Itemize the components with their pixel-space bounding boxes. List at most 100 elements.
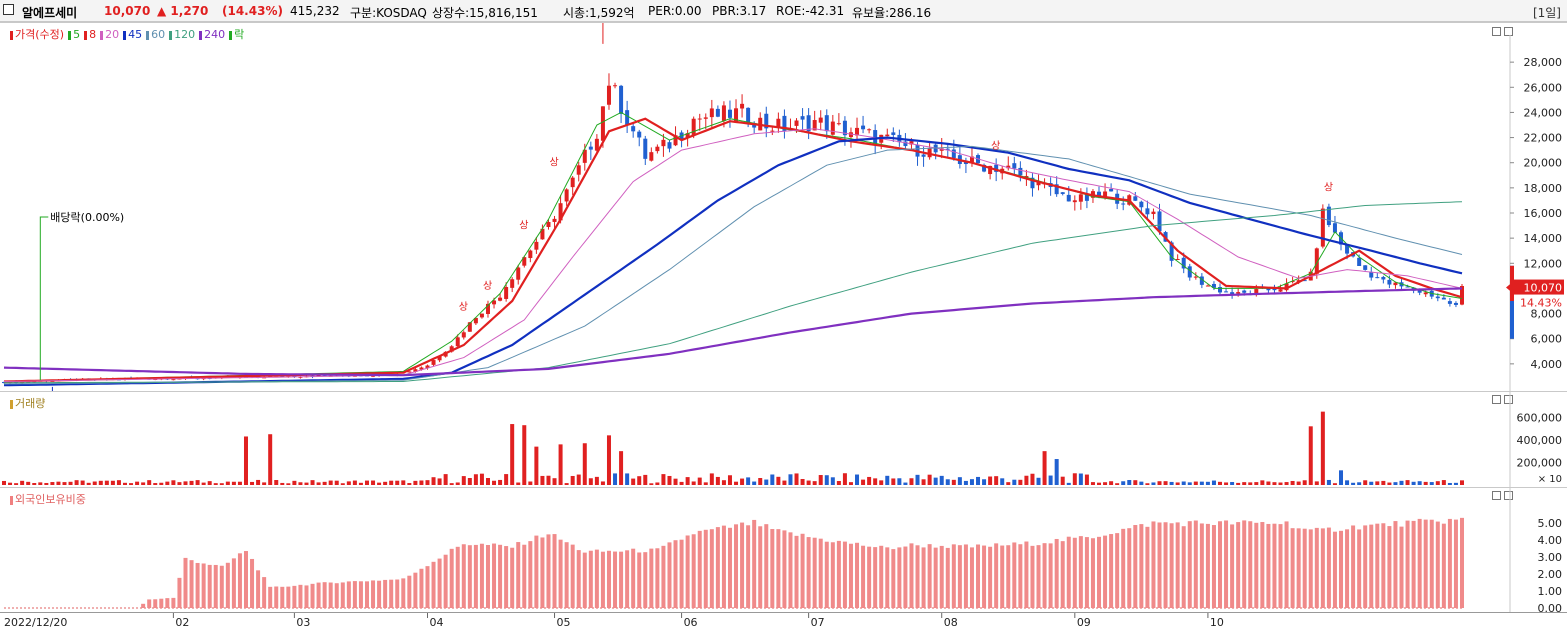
foreign-tick-label: 5.00 — [1538, 517, 1563, 530]
legend-item[interactable]: 120 — [174, 28, 196, 41]
foreign-ratio-bar — [1097, 536, 1102, 608]
y-tick-label: 8,000 — [1531, 308, 1563, 321]
select-checkbox[interactable] — [3, 4, 14, 15]
date-axis-labels: 2022/12/20 02 03 04 05 06 07 08 09 10 — [4, 613, 1224, 629]
candle-body — [449, 346, 454, 352]
volume-bar — [1339, 470, 1344, 485]
volume-minimize-icon[interactable] — [1492, 395, 1501, 404]
market-label: 구분:KOSDAQ — [350, 6, 427, 20]
foreign-ratio-bar — [588, 550, 593, 608]
candle-body — [824, 115, 829, 132]
volume-chart[interactable]: 600,000 400,000 200,000 × 10 — [0, 392, 1567, 488]
foreign-ratio-bar — [1024, 541, 1029, 608]
foreign-ratio-bar — [830, 542, 835, 608]
candle-body — [909, 141, 914, 145]
foreign-ratio-bar — [963, 544, 968, 608]
foreign-ratio-bar — [606, 550, 611, 608]
volume-bar — [1242, 482, 1247, 485]
foreign-title: 외국인보유비중 — [15, 493, 86, 506]
candle-body — [842, 120, 847, 136]
foreign-ratio-bar — [413, 572, 418, 608]
price-range-bar — [1510, 265, 1514, 301]
volume-close-icon[interactable] — [1504, 395, 1513, 404]
legend-item[interactable]: 60 — [151, 28, 166, 41]
volume-bar — [1248, 482, 1253, 485]
volume-bar — [842, 473, 847, 485]
period-selector[interactable]: [1일] — [1532, 6, 1561, 20]
foreign-ratio-bar — [927, 544, 932, 608]
start-date-label: 2022/12/20 — [4, 616, 67, 629]
price-chart[interactable]: 28,000 26,000 24,000 22,000 20,000 18,000 16,0… — [0, 23, 1567, 392]
volume-bar — [685, 477, 690, 485]
foreign-ratio-bar — [855, 542, 860, 608]
foreign-ratio-bar — [1260, 522, 1265, 608]
foreign-ratio-bar — [1048, 543, 1053, 608]
foreign-ratio-bar — [310, 583, 315, 608]
legend-item[interactable]: 45 — [128, 28, 143, 41]
foreign-ratio-bar — [280, 586, 285, 608]
volume-bar — [619, 451, 624, 485]
foreign-ratio-bar — [455, 546, 460, 608]
volume-bar — [1375, 481, 1380, 485]
volume-bar — [600, 481, 605, 485]
legend-item[interactable]: 20 — [105, 28, 120, 41]
candle-body — [540, 228, 545, 240]
volume-bar — [346, 481, 351, 485]
panel-close-icon[interactable] — [1504, 27, 1513, 36]
foreign-legend: 외국인보유비중 — [6, 491, 86, 507]
candle-body — [606, 85, 611, 105]
candle-body — [1181, 257, 1186, 269]
volume-bar — [957, 477, 962, 485]
candle-body — [1157, 211, 1162, 232]
volume-bar — [147, 480, 152, 485]
candle-body — [770, 130, 775, 132]
high-marker — [602, 23, 604, 44]
y-tick-label: 28,000 — [1524, 56, 1563, 69]
volume-bar — [250, 481, 255, 485]
legend-item[interactable]: 가격(수정) — [15, 28, 65, 41]
legend-item[interactable]: 락 — [234, 28, 245, 41]
legend-swatch-icon — [123, 30, 127, 40]
candle-body — [558, 203, 563, 221]
volume-bar — [135, 481, 140, 485]
foreign-ratio-bar — [727, 527, 732, 608]
volume-bar — [897, 478, 902, 485]
volume-bar — [1187, 482, 1192, 485]
volume-bar — [26, 481, 31, 485]
price-change-pct: (14.43%) — [222, 4, 283, 18]
foreign-ratio-bar — [467, 545, 472, 608]
volume-tick-label: 200,000 — [1517, 456, 1563, 469]
foreign-ratio-bar — [443, 554, 448, 608]
candle-body — [455, 337, 460, 347]
volume-bar — [727, 475, 732, 485]
foreign-ratio-bar — [316, 582, 321, 608]
foreign-ratio-bar — [346, 581, 351, 608]
foreign-ratio-bar — [655, 548, 660, 608]
legend-item[interactable]: 5 — [73, 28, 81, 41]
foreign-ratio-bar — [189, 560, 194, 608]
candle-body — [371, 375, 376, 377]
legend-item[interactable]: 8 — [89, 28, 97, 41]
candle-body — [1018, 167, 1023, 176]
volume-bar — [20, 480, 25, 485]
candle-body — [921, 154, 926, 157]
foreign-ownership-chart[interactable]: 5.00 4.00 3.00 2.00 1.00 0.00 — [0, 488, 1567, 613]
volume-bar — [425, 480, 430, 485]
foreign-ratio-bar — [141, 603, 146, 608]
foreign-minimize-icon[interactable] — [1492, 491, 1501, 500]
panel-minimize-icon[interactable] — [1492, 27, 1501, 36]
volume-tick-label: 600,000 — [1517, 411, 1563, 424]
volume-bar — [479, 473, 484, 485]
volume-bar — [782, 480, 787, 485]
volume-bar — [1193, 481, 1198, 485]
moving-average-60 — [3, 145, 1463, 385]
legend-item[interactable]: 240 — [204, 28, 226, 41]
candle-body — [649, 152, 654, 161]
volume-bar — [1066, 482, 1071, 485]
stock-name[interactable]: 알에프세미 — [22, 6, 78, 20]
foreign-ratio-bar — [1363, 525, 1368, 608]
foreign-close-icon[interactable] — [1504, 491, 1513, 500]
candle-body — [982, 164, 987, 172]
volume-bar — [988, 476, 993, 485]
candle-body — [685, 133, 690, 138]
